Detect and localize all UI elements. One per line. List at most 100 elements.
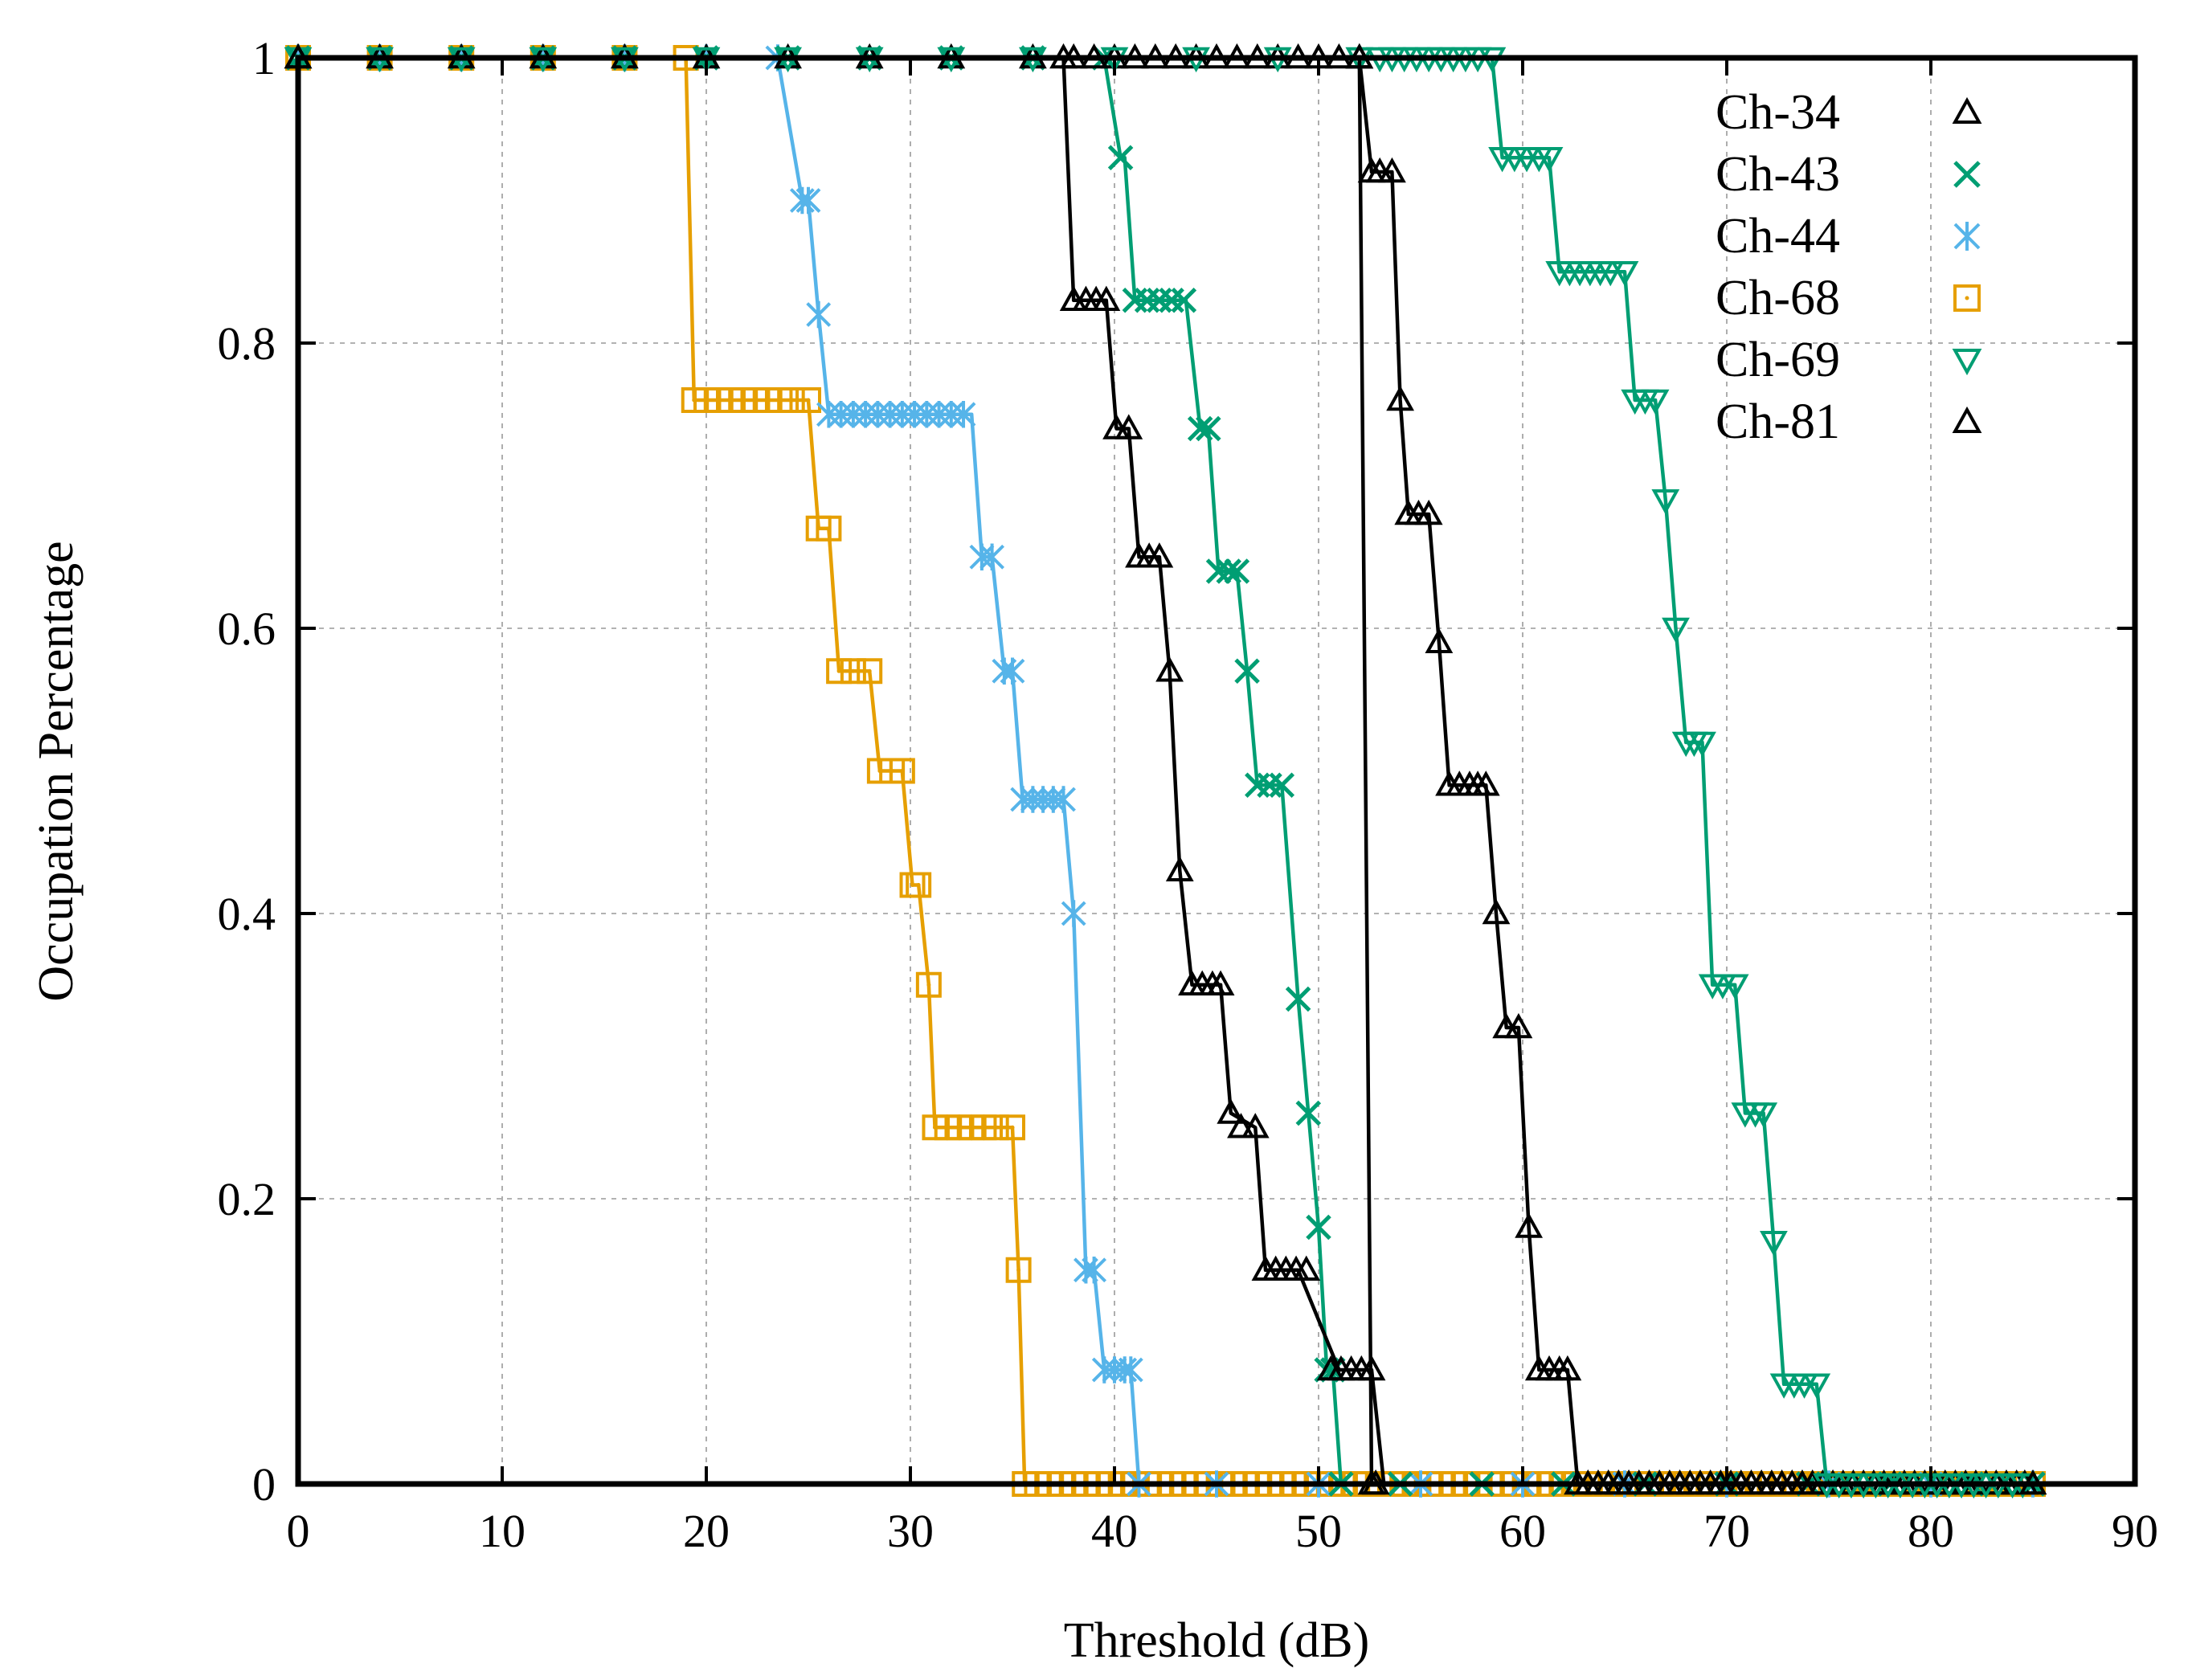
data-point [1414,499,1443,525]
square-marker-box [1953,284,1981,312]
y-tick-label: 0.8 [218,317,276,370]
data-point [979,543,1005,571]
square-marker-dot [1016,1268,1021,1273]
square-marker-dot [916,883,921,887]
data-point [826,658,853,685]
data-point [889,400,915,428]
series-ch-34 [284,43,2047,1495]
data-point [1005,1257,1032,1283]
data-point [1596,261,1625,287]
y-tick-label: 0 [252,1458,276,1510]
grid [298,58,2135,1484]
data-point [926,400,951,428]
x-tick-label: 40 [1091,1505,1138,1557]
data-point [1196,415,1221,442]
data-point [840,400,866,428]
y-tick-label: 0.4 [218,888,276,940]
square-marker-dot [994,1125,999,1130]
series-line [298,55,2033,1486]
data-point [779,387,805,413]
data-point [902,400,927,428]
series-line [1357,57,2033,1486]
data-point [1292,1255,1321,1281]
legend-label: Ch-68 [1716,271,1840,325]
series-line [298,55,2033,1486]
data-point [1378,157,1406,183]
data-point [1802,1373,1831,1399]
data-point [1092,285,1121,311]
data-point [914,400,939,428]
square-marker-box [816,515,842,542]
data-point [1000,1114,1025,1141]
data-point [1224,558,1250,584]
data-point [840,658,866,685]
data-point [1688,731,1716,758]
data-point [1217,1098,1245,1124]
data-point [1051,786,1076,813]
legend-marker [1953,161,1981,188]
square-marker-box [1000,1114,1025,1141]
series-ch-43 [285,45,2046,1497]
data-point [939,400,964,428]
square-marker-box [1005,1257,1032,1283]
legend-label: Ch-69 [1716,333,1840,387]
legend-marker [1952,406,1982,433]
square-marker-dot [910,883,915,887]
data-point [1386,385,1414,411]
data-point [1651,489,1680,515]
data-point [795,387,821,413]
data-point [1610,261,1639,287]
x-tick-label: 30 [887,1505,934,1557]
square-marker-box [826,658,853,685]
data-point [816,515,842,542]
square-marker-box [915,971,942,998]
data-point [1295,1100,1322,1126]
data-point [951,400,976,428]
data-point [853,400,878,428]
square-marker-dot [1010,1125,1015,1130]
data-point [1553,1355,1582,1381]
data-point [816,400,841,428]
data-point [1641,389,1670,415]
square-marker-dot [926,983,931,987]
x-tick-label: 70 [1703,1505,1750,1557]
square-marker-dot [826,526,831,531]
data-point [1535,147,1564,173]
square-marker-box [840,658,866,685]
data-point [1241,1113,1270,1138]
x-tick-label: 10 [479,1505,526,1557]
legend-label: Ch-43 [1716,147,1840,202]
x-tick-label: 0 [287,1505,310,1557]
square-marker-box [906,872,932,898]
legend-label: Ch-44 [1716,209,1840,264]
data-point [865,400,890,428]
data-point [795,186,821,215]
x-tick-label: 90 [2112,1505,2158,1557]
data-point [1227,1113,1255,1138]
data-point [1206,970,1235,995]
y-tick-label: 0.2 [218,1173,276,1225]
data-point [1061,900,1086,927]
square-marker-box [889,758,915,784]
data-point [983,1114,1009,1141]
legend-marker [1952,96,1982,124]
y-tick-label: 0.6 [218,603,276,655]
data-point [889,758,915,784]
data-point [1306,1214,1331,1241]
data-point [1760,1231,1788,1257]
data-point [1720,974,1749,999]
legend: Ch-34 Ch-43 Ch-44 Ch-68 Ch-69 Ch-81 [1716,85,1982,449]
x-tick-label: 80 [1908,1505,1954,1557]
square-marker-dot [836,668,841,673]
square-marker-box [779,387,805,413]
y-axis-label: Occupation Percentage [29,541,84,1001]
data-point [857,658,883,685]
data-point [1114,414,1143,439]
x-tick-label: 20 [683,1505,730,1557]
data-point [1145,542,1174,568]
data-point [1504,1012,1533,1039]
data-point [828,400,854,428]
data-point [1082,1256,1107,1284]
legend-marker [1952,349,1982,376]
